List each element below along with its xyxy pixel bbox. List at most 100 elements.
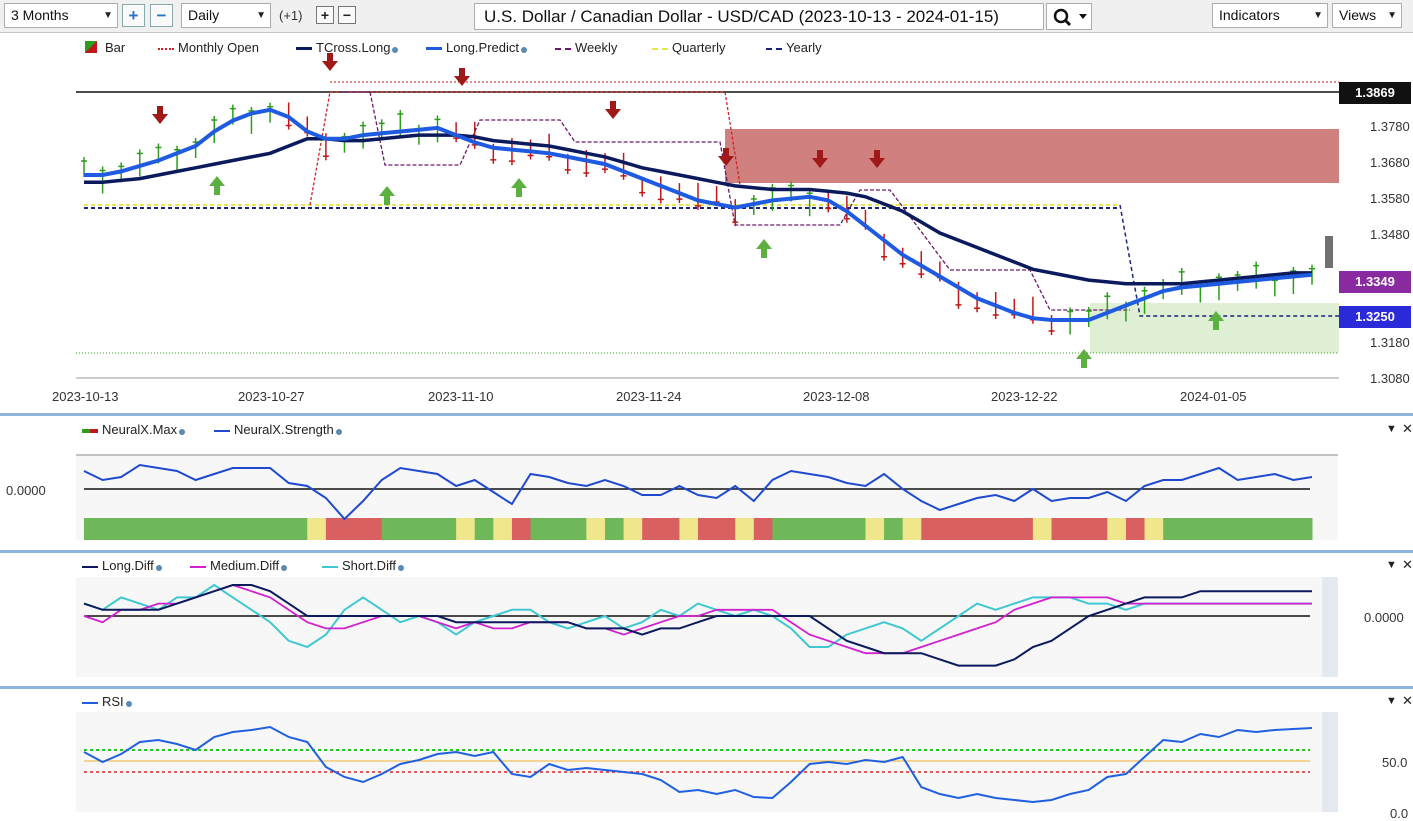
weekly-swatch-icon bbox=[555, 47, 571, 50]
legend-bar[interactable]: Bar bbox=[85, 40, 125, 55]
symbol-title: U.S. Dollar / Canadian Dollar - USD/CAD … bbox=[484, 7, 999, 26]
neural-max-bar bbox=[1144, 518, 1164, 540]
sell-arrow-icon bbox=[812, 150, 828, 168]
buy-arrow-icon bbox=[209, 176, 225, 195]
medium-diff-swatch-icon bbox=[190, 565, 206, 568]
neural-max-bar bbox=[177, 518, 197, 540]
collapse-icon[interactable]: ▼ bbox=[1386, 423, 1397, 435]
neural-max-bar bbox=[270, 518, 290, 540]
neural-max-bar bbox=[1125, 518, 1146, 540]
neural-max-bar bbox=[549, 518, 569, 540]
offset-plus-button[interactable]: + bbox=[316, 6, 334, 24]
neural-max-bar bbox=[363, 518, 383, 540]
date-label: 2023-12-08 bbox=[803, 389, 870, 404]
legend-neuralx-max[interactable]: NeuralX.Max bbox=[82, 422, 186, 437]
offset-minus-button[interactable]: − bbox=[338, 6, 356, 24]
zoom-out-button[interactable]: − bbox=[150, 4, 173, 27]
chevron-down-icon: ▼ bbox=[1313, 10, 1323, 21]
medium-diff-line bbox=[83, 584, 1312, 655]
collapse-icon[interactable]: ▼ bbox=[1386, 559, 1397, 571]
signal-arrows bbox=[152, 53, 1224, 368]
panel-divider[interactable] bbox=[0, 413, 1413, 416]
quarterly-swatch-icon bbox=[652, 47, 668, 50]
neural-max-bar bbox=[1200, 518, 1220, 540]
neural-max-bar bbox=[1163, 518, 1183, 540]
close-icon[interactable]: ✕ bbox=[1402, 557, 1413, 572]
settings-dot-icon[interactable] bbox=[155, 565, 162, 571]
tcross-long-line bbox=[84, 133, 1312, 286]
panel-divider[interactable] bbox=[0, 550, 1413, 553]
legend-short-diff[interactable]: Short.Diff bbox=[322, 558, 404, 573]
legend-monthly-open[interactable]: Monthly Open bbox=[158, 40, 259, 55]
search-button[interactable] bbox=[1046, 3, 1092, 30]
close-icon[interactable]: ✕ bbox=[1402, 693, 1413, 708]
date-label: 2023-10-27 bbox=[238, 389, 305, 404]
indicators-select[interactable]: Indicators ▼ bbox=[1212, 3, 1328, 28]
legend-medium-diff[interactable]: Medium.Diff bbox=[190, 558, 288, 573]
legend-yearly[interactable]: Yearly bbox=[766, 40, 822, 55]
scroll-handle[interactable] bbox=[1325, 236, 1333, 268]
neural-max-bar bbox=[1181, 518, 1201, 540]
date-label: 2023-10-13 bbox=[52, 389, 119, 404]
neural-max-bar bbox=[642, 518, 662, 540]
sell-arrow-icon bbox=[605, 101, 621, 119]
legend-long-diff[interactable]: Long.Diff bbox=[82, 558, 162, 573]
zoom-in-button[interactable]: + bbox=[122, 4, 145, 27]
neural-max-bar bbox=[1070, 518, 1090, 540]
short-diff-swatch-icon bbox=[322, 565, 338, 568]
resistance-price-tag: 1.3869 bbox=[1339, 82, 1411, 104]
rsi-label: 0.0 bbox=[1390, 806, 1409, 821]
diff-scroll-area bbox=[1322, 577, 1338, 677]
indicators-label: Indicators bbox=[1219, 7, 1280, 23]
settings-dot-icon[interactable] bbox=[397, 565, 404, 571]
period-select[interactable]: 3 Months ▼ bbox=[4, 3, 118, 28]
settings-dot-icon[interactable] bbox=[179, 429, 186, 435]
rsi-line bbox=[83, 725, 1313, 804]
neural-max-bar bbox=[902, 518, 922, 540]
interval-select[interactable]: Daily ▼ bbox=[181, 3, 271, 28]
views-label: Views bbox=[1339, 7, 1377, 23]
neural-max-bar bbox=[1088, 518, 1108, 540]
settings-dot-icon[interactable] bbox=[281, 565, 288, 571]
neural-max-bar bbox=[660, 518, 680, 540]
interval-value: Daily bbox=[188, 7, 220, 23]
monthly-swatch-icon bbox=[158, 47, 174, 50]
neural-max-bar bbox=[158, 518, 178, 540]
chevron-down-icon: ▼ bbox=[103, 10, 113, 21]
legend-neuralx-strength[interactable]: NeuralX.Strength bbox=[214, 422, 342, 437]
supply-zone bbox=[725, 129, 1339, 183]
settings-dot-icon[interactable] bbox=[521, 47, 527, 53]
neural-max-bar bbox=[456, 518, 476, 540]
date-label: 2024-01-05 bbox=[1180, 389, 1247, 404]
neural-max-bar bbox=[493, 518, 513, 540]
settings-dot-icon[interactable] bbox=[125, 701, 132, 707]
neural-max-bar bbox=[772, 518, 792, 540]
panel-divider[interactable] bbox=[0, 686, 1413, 689]
buy-arrow-icon bbox=[1208, 311, 1224, 330]
symbol-title-input[interactable]: U.S. Dollar / Canadian Dollar - USD/CAD … bbox=[474, 3, 1044, 30]
neural-max-bar bbox=[1107, 518, 1127, 540]
neural-max-bar bbox=[1032, 518, 1053, 540]
neural-max-bar bbox=[921, 518, 941, 540]
close-icon[interactable]: ✕ bbox=[1402, 421, 1413, 436]
toolbar: 3 Months ▼ + − Daily ▼ (+1) + − U.S. Dol… bbox=[0, 0, 1413, 33]
views-select[interactable]: Views ▼ bbox=[1332, 3, 1402, 28]
neural-max-bar bbox=[381, 518, 401, 540]
collapse-icon[interactable]: ▼ bbox=[1386, 695, 1397, 707]
offset-label: (+1) bbox=[279, 8, 303, 23]
neural-max-bar bbox=[753, 518, 773, 540]
neural-max-bar bbox=[418, 518, 439, 540]
neural-max-bar bbox=[679, 518, 699, 540]
settings-dot-icon[interactable] bbox=[335, 429, 342, 435]
legend-tcross-long[interactable]: TCross.Long bbox=[296, 40, 399, 55]
legend-rsi[interactable]: RSI bbox=[82, 694, 132, 709]
legend-long-predict[interactable]: Long.Predict bbox=[426, 40, 527, 55]
price-label: 1.3480 bbox=[1370, 227, 1410, 242]
legend-quarterly[interactable]: Quarterly bbox=[652, 40, 725, 55]
neural-max-bar bbox=[958, 518, 978, 540]
neural-zero-label: 0.0000 bbox=[6, 483, 46, 498]
price-label: 1.3080 bbox=[1370, 371, 1410, 386]
legend-weekly[interactable]: Weekly bbox=[555, 40, 617, 55]
settings-dot-icon[interactable] bbox=[392, 47, 399, 53]
